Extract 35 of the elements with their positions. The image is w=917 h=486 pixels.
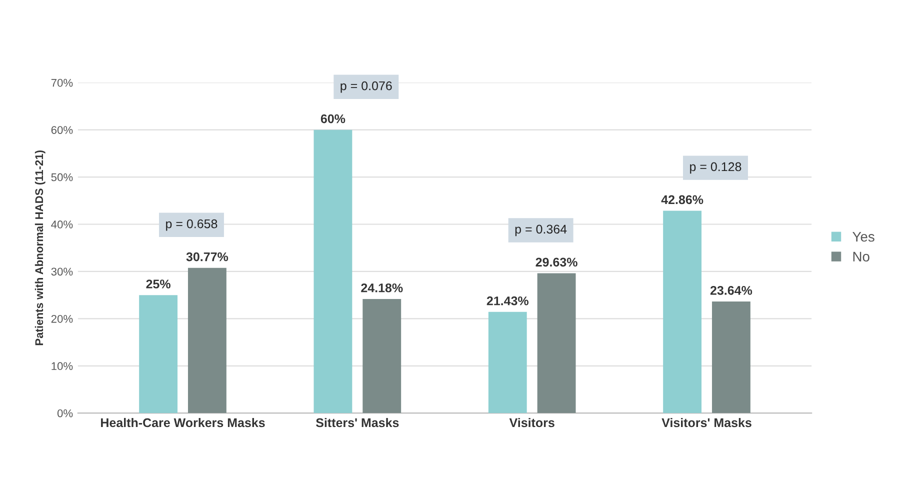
data-label: 42.86% bbox=[661, 195, 704, 204]
x-tick-label: Health-Care Workers Masks bbox=[101, 418, 265, 428]
annotation: p = 0.128 bbox=[690, 162, 742, 174]
annotation: p = 0.076 bbox=[340, 81, 392, 93]
legend-label: Yes bbox=[852, 232, 874, 242]
x-tick-label: Sitters' Masks bbox=[316, 418, 399, 428]
y-tick-label: 30% bbox=[51, 268, 73, 276]
data-label: 24.18% bbox=[361, 283, 403, 292]
y-tick-label: 0% bbox=[57, 409, 73, 418]
data-label: 23.64% bbox=[710, 286, 752, 295]
y-axis-title: Patients with Abnormal HADS (11-21) bbox=[34, 150, 46, 346]
y-tick-label: 20% bbox=[51, 314, 73, 323]
data-label: 30.77% bbox=[186, 252, 228, 262]
annotation: p = 0.658 bbox=[166, 219, 218, 231]
x-tick-label: Visitors' Masks bbox=[662, 418, 752, 428]
data-label: 25% bbox=[146, 280, 170, 288]
data-label: 29.63% bbox=[536, 258, 578, 267]
annotation: p = 0.364 bbox=[515, 224, 567, 236]
bar bbox=[663, 210, 702, 414]
data-label: 21.43% bbox=[486, 296, 528, 306]
y-tick-label: 10% bbox=[52, 362, 73, 370]
y-tick-label: 60% bbox=[51, 126, 73, 134]
bar bbox=[537, 273, 576, 414]
bar bbox=[139, 295, 178, 414]
legend-label: No bbox=[853, 252, 870, 262]
x-tick-label: Visitors bbox=[509, 418, 554, 428]
bar bbox=[314, 130, 352, 414]
y-tick-label: 50% bbox=[51, 173, 73, 182]
bar bbox=[712, 301, 750, 414]
bar bbox=[488, 312, 527, 414]
y-tick-label: 40% bbox=[51, 220, 73, 228]
bar bbox=[362, 298, 402, 414]
y-tick-label: 70% bbox=[51, 78, 73, 87]
bar bbox=[188, 268, 226, 414]
data-label: 60% bbox=[320, 114, 346, 124]
